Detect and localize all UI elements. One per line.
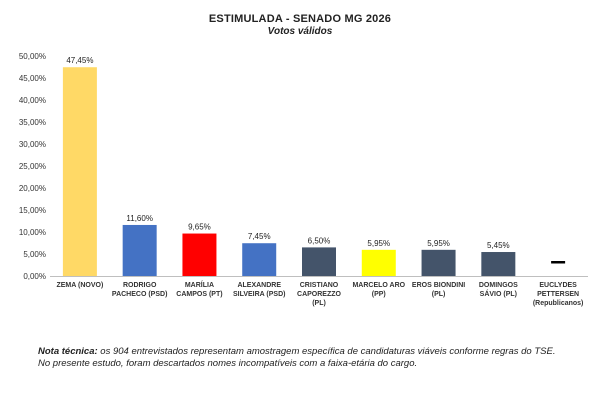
data-label: 5,95% [367,239,390,248]
category-label: MARÍLIA [185,280,214,289]
category-label: CAPOREZZO [297,291,342,298]
data-label: 7,45% [248,232,271,241]
technical-note: Nota técnica: os 904 entrevistados repre… [38,346,558,370]
category-label: EUCLYDES [539,282,577,289]
bar [421,249,456,276]
category-label: DOMINGOS [479,282,518,289]
data-label: 11,60% [126,214,153,223]
category-label: ALEXANDRE [237,282,281,289]
data-label: 5,95% [427,239,450,248]
category-label: MARCELO ARO [352,282,405,289]
category-label: SILVEIRA (PSD) [233,291,286,298]
data-label: 6,50% [308,236,331,245]
y-tick-label: 50,00% [19,52,46,61]
note-text: os 904 entrevistados representam amostra… [38,346,556,369]
y-tick-label: 30,00% [19,140,46,149]
data-label: 9,65% [188,223,211,232]
y-tick-label: 40,00% [19,96,46,105]
bar [361,249,396,276]
y-tick-label: 25,00% [19,162,46,171]
category-label: SÁVIO (PL) [480,289,517,298]
data-label-dash [551,261,566,264]
y-tick-label: 10,00% [19,228,46,237]
category-label: (Republicanos) [533,300,584,307]
y-tick-label: 0,00% [23,272,46,281]
y-tick-label: 45,00% [19,74,46,83]
chart-subtitle: Votos válidos [267,26,333,37]
category-label: PETTERSEN [537,291,579,298]
category-label: (PL) [432,291,446,298]
category-label: PACHECO (PSD) [112,291,167,298]
bar [302,247,336,276]
data-label: 5,45% [487,241,510,250]
y-tick-label: 15,00% [19,206,46,215]
category-label: CAMPOS (PT) [176,291,222,298]
bar [182,233,217,276]
y-tick-label: 20,00% [19,184,46,193]
note-label: Nota técnica: [38,346,98,357]
bar [122,224,157,276]
category-label: RODRIGO [123,282,157,289]
chart-title: ESTIMULADA - SENADO MG 2026 [208,13,392,25]
y-tick-label: 5,00% [23,250,46,259]
data-label: 47,45% [66,56,93,65]
bar [242,243,277,276]
category-label: ZEMA (NOVO) [56,282,103,289]
category-label: CRISTIANO [300,282,339,289]
bar [481,252,516,276]
y-tick-label: 35,00% [19,118,46,127]
bar-chart: 0,00% 5,00% 10,00% 15,00% 20,00% 25,00% 30,00%… [19,52,588,307]
category-label: (PL) [312,300,326,307]
bar [62,67,97,276]
category-label: (PP) [372,291,386,298]
category-label: EROS BIONDINI [412,282,465,289]
